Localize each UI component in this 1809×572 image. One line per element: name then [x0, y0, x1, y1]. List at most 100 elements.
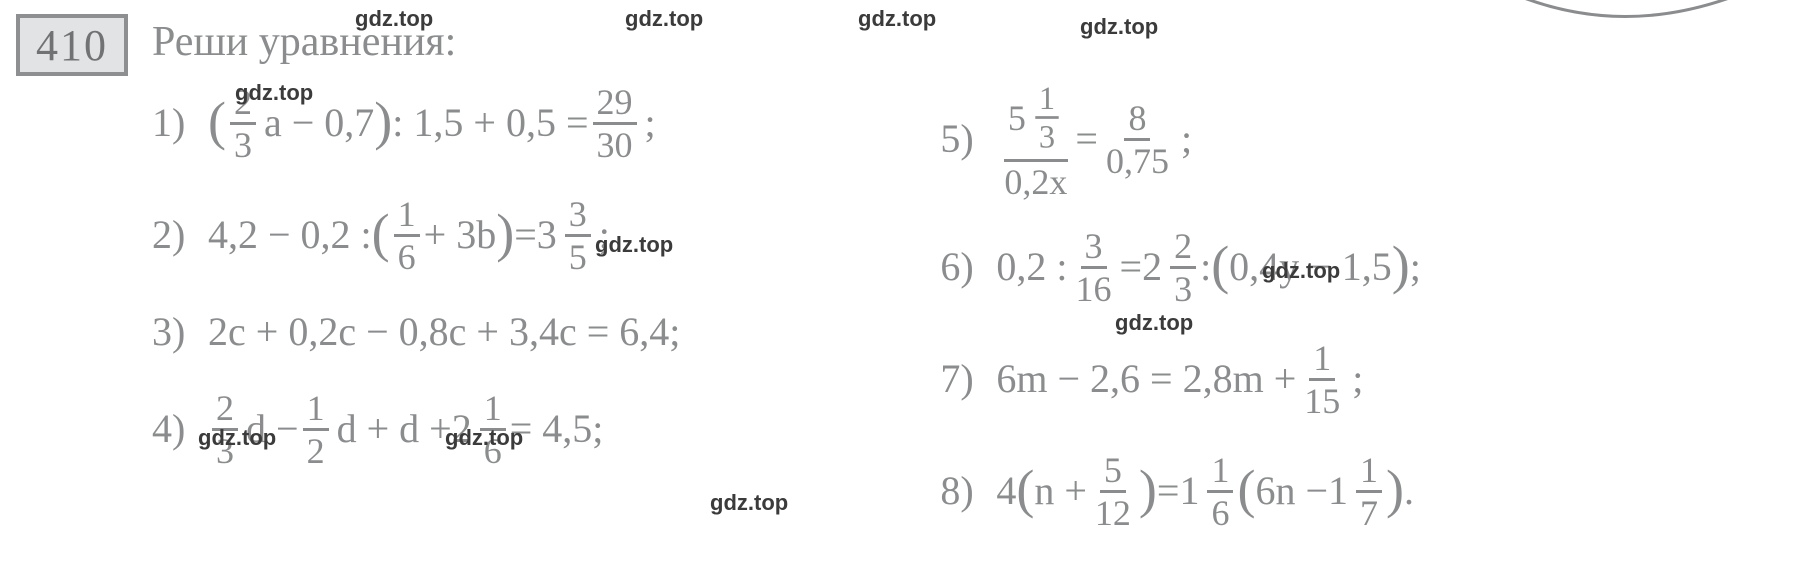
frac-num: 1 [1207, 452, 1233, 493]
text: = [1157, 471, 1180, 511]
mixed-number: 1 1 7 [1328, 452, 1386, 531]
page: 410 Реши уравнения: 1) ( 2 3 a − 0,7 ) :… [0, 0, 1809, 572]
frac-den: 0,2x [1000, 162, 1071, 200]
watermark: gdz.top [1080, 14, 1158, 40]
text: 4 [996, 471, 1016, 511]
mixed-whole: 2 [1142, 247, 1162, 287]
fraction: 1 6 [1207, 452, 1233, 531]
text: 2c + 0,2c − 0,8c + 3,4c = 6,4; [208, 312, 680, 352]
exercise-number: 410 [36, 20, 108, 71]
frac-num: 8 [1124, 100, 1150, 141]
mixed-whole: 5 [1008, 100, 1026, 136]
fraction: 1 7 [1356, 452, 1382, 531]
equation-4: 4) 2 3 d − 1 2 d + d + 2 1 6 [152, 384, 680, 474]
text: 0,4y − 1,5 [1229, 247, 1392, 287]
frac-den: 3 [230, 125, 256, 163]
frac-num: 1 [1035, 82, 1058, 119]
watermark: gdz.top [625, 6, 703, 32]
frac-den: 0,75 [1102, 141, 1173, 179]
text: 6m − 2,6 = 2,8m + [996, 359, 1296, 399]
fraction: 3 5 [565, 196, 591, 275]
fraction: 2 3 [212, 390, 238, 469]
mixed-number: 2 1 6 [452, 390, 510, 469]
frac-den: 16 [1072, 269, 1116, 307]
text: 6n − [1255, 471, 1328, 511]
text: 0,2 : [996, 247, 1067, 287]
eq-index: 6) [940, 247, 996, 287]
mixed-number: 3 3 5 [537, 196, 595, 275]
frac-num: 2 [212, 390, 238, 431]
frac-den: 3 [212, 431, 238, 469]
fraction: 1 6 [394, 196, 420, 275]
frac-num: 5 1 3 [1004, 78, 1068, 162]
text: + 3b [424, 215, 497, 255]
text: ; [599, 215, 610, 255]
fraction: 2 3 [230, 84, 256, 163]
fraction: 1 6 [480, 390, 506, 469]
equation-8: 8) 4 ( n + 5 12 ) = 1 1 6 ( 6 [940, 446, 1420, 536]
equation-6: 6) 0,2 : 3 16 = 2 2 3 : ( 0,4y − 1,5 [940, 222, 1420, 312]
mixed-number: 1 1 6 [1179, 452, 1237, 531]
frac-num: 3 [1081, 228, 1107, 269]
frac-den: 12 [1091, 493, 1135, 531]
frac-den: 15 [1300, 381, 1344, 419]
text: d + d + [337, 409, 452, 449]
text: = [514, 215, 537, 255]
text: ; [1410, 247, 1421, 287]
mixed-whole: 2 [452, 409, 472, 449]
frac-num: 1 [480, 390, 506, 431]
fraction: 1 3 [1035, 82, 1058, 153]
text: . [1404, 471, 1414, 511]
frac-num: 5 [1100, 452, 1126, 493]
frac-den: 3 [1035, 119, 1058, 153]
text: n + [1034, 471, 1087, 511]
equation-7: 7) 6m − 2,6 = 2,8m + 1 15 ; [940, 334, 1420, 424]
frac-num: 1 [1356, 452, 1382, 493]
text: = [1120, 247, 1143, 287]
mixed-whole: 1 [1179, 471, 1199, 511]
eq-index: 5) [940, 119, 996, 159]
eq-index: 4) [152, 409, 208, 449]
mixed-number: 2 2 3 [1142, 228, 1200, 307]
mixed-number: 5 1 3 [1008, 78, 1064, 157]
text: d − [246, 409, 299, 449]
frac-num: 2 [230, 84, 256, 125]
frac-den: 6 [480, 431, 506, 469]
equation-1: 1) ( 2 3 a − 0,7 ) : 1,5 + 0,5 = 29 30 ; [152, 78, 680, 168]
fraction: 1 15 [1300, 340, 1344, 419]
mixed-whole: 3 [537, 215, 557, 255]
fraction: 29 30 [593, 84, 637, 163]
frac-den: 3 [1170, 269, 1196, 307]
eq-index: 8) [940, 471, 996, 511]
text: ; [1181, 119, 1192, 159]
eq-index: 2) [152, 215, 208, 255]
frac-den: 30 [593, 125, 637, 163]
fraction: 2 3 [1170, 228, 1196, 307]
exercise-title: Реши уравнения: [152, 18, 456, 66]
big-fraction-left: 5 1 3 0,2x [1000, 78, 1071, 200]
equation-columns: 1) ( 2 3 a − 0,7 ) : 1,5 + 0,5 = 29 30 ; [152, 78, 1421, 536]
text: ; [1352, 359, 1363, 399]
left-column: 1) ( 2 3 a − 0,7 ) : 1,5 + 0,5 = 29 30 ; [152, 78, 680, 536]
frac-den: 7 [1356, 493, 1382, 531]
fraction: 5 12 [1091, 452, 1135, 531]
frac-den: 6 [394, 237, 420, 275]
text: = 4,5; [510, 409, 604, 449]
frac-num: 1 [1309, 340, 1335, 381]
frac-num: 2 [1170, 228, 1196, 269]
watermark: gdz.top [858, 6, 936, 32]
fraction: 3 16 [1072, 228, 1116, 307]
text: : 1,5 + 0,5 = [392, 103, 588, 143]
frac-den: 5 [565, 237, 591, 275]
frac-num: 3 [565, 196, 591, 237]
fraction: 1 2 [303, 390, 329, 469]
text: 4,2 − 0,2 : [208, 215, 372, 255]
fraction: 8 0,75 [1102, 100, 1173, 179]
text: = [1075, 119, 1098, 159]
frac-den: 6 [1207, 493, 1233, 531]
text: a − 0,7 [264, 103, 374, 143]
frac-den: 2 [303, 431, 329, 469]
equation-5: 5) 5 1 3 0,2x = 8 [940, 78, 1420, 200]
equation-3: 3) 2c + 0,2c − 0,8c + 3,4c = 6,4; [152, 302, 680, 362]
text: : [1200, 247, 1211, 287]
